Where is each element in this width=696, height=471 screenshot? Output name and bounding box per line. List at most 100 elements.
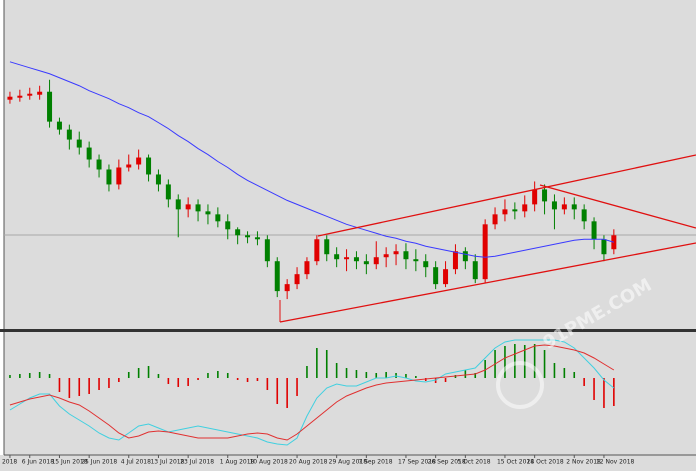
candle-body xyxy=(76,139,82,148)
macd-bar xyxy=(127,372,130,378)
macd-bar xyxy=(484,360,486,378)
candle-body xyxy=(512,209,518,212)
macd-bar xyxy=(504,346,506,378)
macd-bar xyxy=(603,378,605,408)
candle-body xyxy=(601,239,607,255)
macd-bar xyxy=(28,373,31,378)
macd-bar xyxy=(365,372,368,378)
x-tick-label: 15 Oct 2018 xyxy=(497,459,534,466)
trendline xyxy=(279,242,696,323)
macd-bar xyxy=(217,371,219,378)
macd-bar xyxy=(296,378,298,396)
macd-bar xyxy=(167,378,170,384)
macd-bar xyxy=(78,378,81,396)
macd-bar xyxy=(415,376,417,378)
x-tick-label: 2018 xyxy=(2,459,17,466)
x-tick-label: 12 Nov 2018 xyxy=(596,459,635,466)
macd-bar xyxy=(236,378,239,380)
candle-body xyxy=(363,261,369,265)
candle-body xyxy=(532,189,538,205)
candle-body xyxy=(284,284,290,292)
macd-bar xyxy=(48,374,51,378)
macd-bar xyxy=(68,378,71,398)
x-tick-label: 29 Aug 2018 xyxy=(329,459,368,466)
candle-body xyxy=(165,184,171,200)
candle-body xyxy=(264,239,270,262)
candle-body xyxy=(27,93,33,96)
macd-bar xyxy=(226,373,229,378)
candle-body xyxy=(304,261,310,275)
macd-bar xyxy=(137,368,140,378)
candle-body xyxy=(551,201,557,210)
macd-bar xyxy=(207,373,209,378)
x-tick-label: 7 Sep 2018 xyxy=(358,459,392,466)
x-tick-label: 4 Jul 2018 xyxy=(121,459,151,466)
macd-bar xyxy=(444,378,447,382)
macd-bar xyxy=(613,378,615,406)
candle-body xyxy=(433,267,439,285)
candle-body xyxy=(175,199,181,210)
candle-body xyxy=(195,204,201,212)
x-tick-label: 23 Jul 2018 xyxy=(180,459,214,466)
candle-body xyxy=(383,254,389,258)
macd-bar xyxy=(197,378,199,380)
candle-body xyxy=(492,214,498,225)
candle-body xyxy=(47,91,53,122)
candle-body xyxy=(126,164,132,168)
x-tick-label: 10 Aug 2018 xyxy=(249,459,288,466)
candle-body xyxy=(591,221,597,240)
candle-body xyxy=(344,257,350,260)
candle-body xyxy=(56,121,62,130)
candle-body xyxy=(561,204,567,210)
candle-body xyxy=(294,274,300,285)
macd-bar xyxy=(58,378,61,392)
candle-body xyxy=(274,261,280,292)
macd-bar xyxy=(108,378,110,388)
indicator-line xyxy=(9,344,615,441)
watermark-logo xyxy=(496,361,544,409)
macd-bar xyxy=(553,363,556,378)
indicator-line xyxy=(9,339,615,446)
candle-body xyxy=(522,204,528,212)
candle-body xyxy=(37,91,43,95)
x-tick-label: 25 Jun 2018 xyxy=(81,459,117,466)
macd-bar xyxy=(246,378,249,382)
macd-bar xyxy=(533,344,536,378)
macd-bar xyxy=(118,378,120,382)
x-tick-label: 17 Sep 2018 xyxy=(398,459,436,466)
candle-body xyxy=(443,269,449,285)
candle-body xyxy=(205,211,211,215)
trendline xyxy=(317,154,696,237)
candle-body xyxy=(96,159,102,170)
left-margin xyxy=(0,0,4,455)
candle-body xyxy=(155,174,161,185)
macd-bar xyxy=(543,350,546,378)
macd-bar xyxy=(573,372,576,378)
panel-separator xyxy=(0,329,696,332)
macd-panel xyxy=(9,339,615,446)
indicator-line xyxy=(9,61,614,258)
macd-bar xyxy=(335,363,338,378)
macd-bar xyxy=(276,378,279,404)
candle-body xyxy=(472,261,478,280)
macd-bar xyxy=(385,372,387,378)
macd-bar xyxy=(147,366,150,378)
macd-bar xyxy=(325,350,328,378)
macd-bar xyxy=(98,378,100,390)
candle-body xyxy=(314,239,320,262)
candle-body xyxy=(423,261,429,268)
candle-body xyxy=(146,157,152,175)
macd-bar xyxy=(375,373,378,378)
macd-bar xyxy=(583,378,585,386)
macd-bar xyxy=(9,375,11,378)
candle-body xyxy=(66,129,72,140)
candle-body xyxy=(334,254,340,260)
x-tick-label: 24 Oct 2018 xyxy=(527,459,564,466)
candle-body xyxy=(106,169,112,185)
candle-body xyxy=(452,251,458,270)
macd-bar xyxy=(256,378,259,381)
candle-body xyxy=(116,167,122,185)
candle-body xyxy=(353,257,359,262)
macd-bar xyxy=(19,374,21,378)
